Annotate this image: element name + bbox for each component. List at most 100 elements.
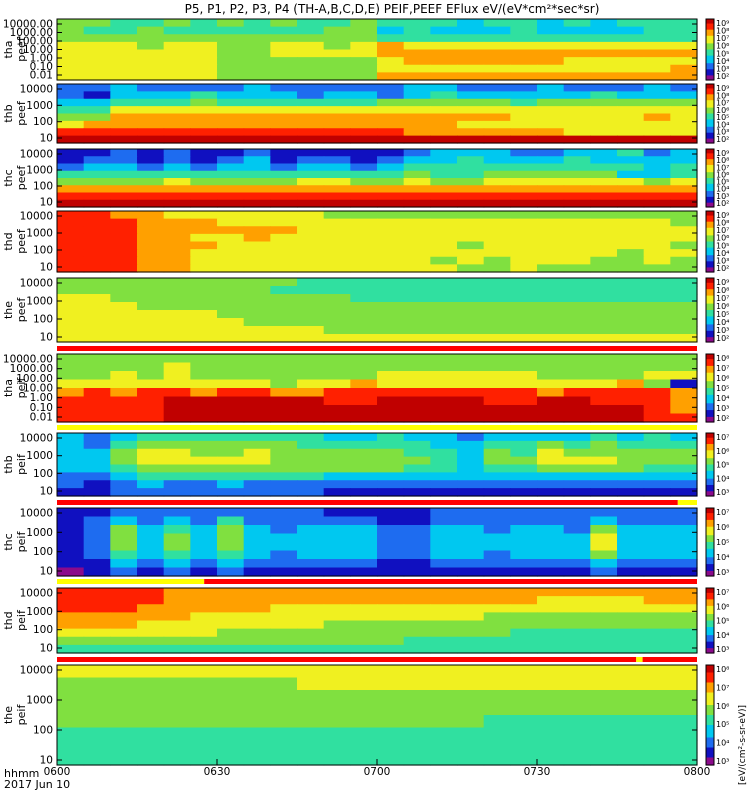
heatmap-cell [590, 354, 618, 364]
colorbar-segment [706, 596, 714, 599]
heatmap-cell [377, 120, 405, 129]
heatmap-cell [110, 170, 138, 179]
heatmap-cell [403, 362, 431, 372]
colorbar-segment [706, 727, 714, 731]
heatmap-cell [137, 665, 165, 679]
heatmap-cell [590, 604, 618, 613]
heatmap-cell [243, 211, 271, 220]
heatmap-cell [430, 302, 458, 311]
colorbar-segment [706, 23, 714, 26]
colorbar-segment [706, 440, 714, 444]
heatmap-cell [57, 508, 85, 518]
heatmap-cell [110, 508, 138, 518]
panel-species-label: peif [15, 531, 28, 553]
colorbar-segment [706, 202, 714, 205]
colorbar-segment [706, 536, 714, 540]
colorbar-segment [706, 357, 714, 360]
heatmap-cell [510, 448, 538, 458]
heatmap-cell [643, 690, 671, 704]
heatmap-cell [137, 128, 165, 137]
colorbar-segment [706, 131, 714, 134]
colorbar-segment [706, 180, 714, 183]
heatmap-cell [243, 64, 271, 73]
heatmap-cell [483, 559, 511, 569]
heatmap-cell [57, 310, 85, 319]
colorbar-tick-label: 10⁴ [716, 739, 729, 748]
heatmap-cell [270, 192, 298, 201]
heatmap-cell [297, 636, 325, 646]
heatmap-cell [617, 448, 645, 458]
heatmap-cell [57, 567, 85, 577]
heatmap-cell [217, 480, 245, 489]
heatmap-cell [670, 516, 698, 526]
heatmap-cell [377, 241, 405, 250]
heatmap-cell [537, 413, 565, 423]
heatmap-cell [643, 533, 671, 543]
colorbar-segment [706, 393, 714, 396]
heatmap-cell [377, 620, 405, 630]
heatmap-cell [350, 433, 378, 442]
heatmap-cell [350, 472, 378, 481]
colorbar-tick-label: 10⁴ [716, 474, 729, 483]
heatmap-cell [163, 433, 191, 442]
heatmap-cell [163, 472, 191, 481]
heatmap-cell [323, 211, 351, 220]
heatmap-cell [83, 636, 111, 646]
heatmap-cell [643, 334, 671, 343]
colorbar-segment [706, 519, 714, 523]
heatmap-cell [57, 620, 85, 630]
heatmap-cell [430, 596, 458, 605]
heatmap-cell [217, 690, 245, 704]
heatmap-cell [617, 64, 645, 73]
colorbar-segment [706, 92, 714, 95]
heatmap-cell [190, 604, 218, 613]
heatmap-cell [190, 192, 218, 201]
y-tick-label: 100.00 [16, 373, 53, 385]
heatmap-cell [430, 163, 458, 172]
colorbar-tick-label: 10⁷ [716, 433, 729, 442]
heatmap-cell [297, 34, 325, 43]
heatmap-cell [163, 135, 191, 144]
heatmap-cell [590, 113, 618, 122]
heatmap-cell [350, 318, 378, 327]
panel-species-label: peef [15, 228, 28, 254]
heatmap-cell [163, 362, 191, 372]
colorbar-segment [706, 369, 714, 372]
heatmap-cell [617, 120, 645, 129]
heatmap-cell [190, 405, 218, 415]
heatmap-cell [403, 192, 431, 201]
heatmap-cell [537, 57, 565, 66]
heatmap-cell [163, 192, 191, 201]
colorbar-segment [706, 745, 714, 749]
heatmap-cell [83, 480, 111, 489]
heatmap-cell [590, 464, 618, 473]
heatmap-cell [563, 628, 591, 638]
heatmap-cell [350, 456, 378, 466]
heatmap-cell [510, 256, 538, 265]
colorbar-segment [706, 589, 714, 592]
heatmap-cell [270, 241, 298, 250]
heatmap-cell [403, 178, 431, 186]
colorbar-segment [706, 75, 714, 78]
heatmap-cell [643, 113, 671, 122]
heatmap-cell [163, 480, 191, 489]
heatmap-cell [137, 185, 165, 194]
heatmap-cell [403, 604, 431, 613]
heatmap-cell [270, 256, 298, 265]
heatmap-cell [297, 170, 325, 179]
x-tick-label: 0630 [204, 766, 231, 778]
colorbar-segment [706, 572, 714, 575]
heatmap-cell [163, 249, 191, 258]
heatmap-cell [377, 286, 405, 295]
heatmap-cell [137, 677, 165, 691]
heatmap-cell [563, 91, 591, 100]
heatmap-cell [483, 690, 511, 704]
heatmap-cell [403, 218, 431, 227]
heatmap-cell [457, 256, 485, 265]
heatmap-cell [57, 636, 85, 646]
heatmap-cell [217, 448, 245, 458]
heatmap-cell [217, 371, 245, 381]
colorbar-segment [706, 137, 714, 140]
